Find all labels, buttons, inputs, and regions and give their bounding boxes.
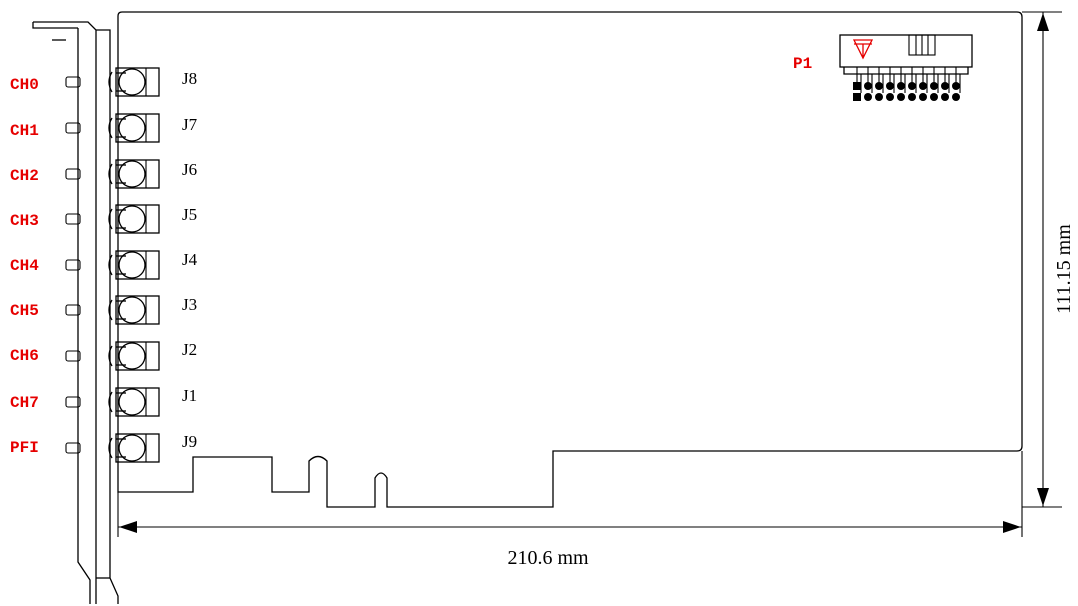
jack-label-j7: J7 <box>182 115 198 134</box>
channel-window-ch7 <box>65 396 81 408</box>
jack-label-j5: J5 <box>182 205 197 224</box>
bnc-jack-ch2 <box>108 159 160 189</box>
jack-label-j3: J3 <box>182 295 197 314</box>
width-dimension: 210.6 mm <box>117 451 1023 569</box>
channel-label-ch5: CH5 <box>10 302 39 320</box>
header-pins <box>853 67 961 101</box>
jack-label-j6: J6 <box>182 160 197 179</box>
channel-label-ch3: CH3 <box>10 212 39 230</box>
channel-label-ch1: CH1 <box>10 122 39 140</box>
bnc-jack-ch0 <box>108 67 160 97</box>
jack-label-j8: J8 <box>182 69 197 88</box>
channel-window-ch1 <box>65 122 81 134</box>
jack-label-j4: J4 <box>182 250 198 269</box>
channel-label-ch0: CH0 <box>10 76 39 94</box>
jack-label-j1: J1 <box>182 386 197 405</box>
channel-label-pfi: PFI <box>10 439 39 457</box>
jack-label-j2: J2 <box>182 340 197 359</box>
channel-labels: CH0 CH1 CH2 CH3 CH4 CH5 CH6 CH7 PFI <box>10 76 39 457</box>
bnc-jack-ch7 <box>108 387 160 417</box>
channel-window-ch2 <box>65 168 81 180</box>
channel-label-ch4: CH4 <box>10 257 39 275</box>
channel-window-ch5 <box>65 304 81 316</box>
channel-window-ch4 <box>65 259 81 271</box>
mounting-bracket <box>32 21 119 604</box>
channel-window-ch0 <box>65 76 81 88</box>
pin1-marker <box>852 39 874 60</box>
channel-window-ch6 <box>65 350 81 362</box>
channel-label-ch7: CH7 <box>10 394 39 412</box>
bnc-jack-ch1 <box>108 113 160 143</box>
bnc-jack-pfi <box>108 433 160 463</box>
channel-label-ch6: CH6 <box>10 347 39 365</box>
channel-window-boxes <box>65 76 81 454</box>
channel-window-ch3 <box>65 213 81 225</box>
height-label: 111.15 mm <box>1053 224 1075 314</box>
bnc-jack-ch6 <box>108 341 160 371</box>
p1-label: P1 <box>793 55 812 73</box>
height-dimension: 111.15 mm <box>1022 11 1075 508</box>
p1-header-connector: P1 <box>793 34 973 101</box>
jack-label-j9: J9 <box>182 432 197 451</box>
bnc-jack-ch4 <box>108 250 160 280</box>
jack-labels: J8 J7 J6 J5 J4 J3 J2 J1 J9 <box>182 69 198 451</box>
channel-window-pfi <box>65 442 81 454</box>
bnc-jacks <box>108 67 160 463</box>
bnc-jack-ch3 <box>108 204 160 234</box>
width-label: 210.6 mm <box>507 547 589 569</box>
bnc-jack-ch5 <box>108 295 160 325</box>
channel-label-ch2: CH2 <box>10 167 39 185</box>
